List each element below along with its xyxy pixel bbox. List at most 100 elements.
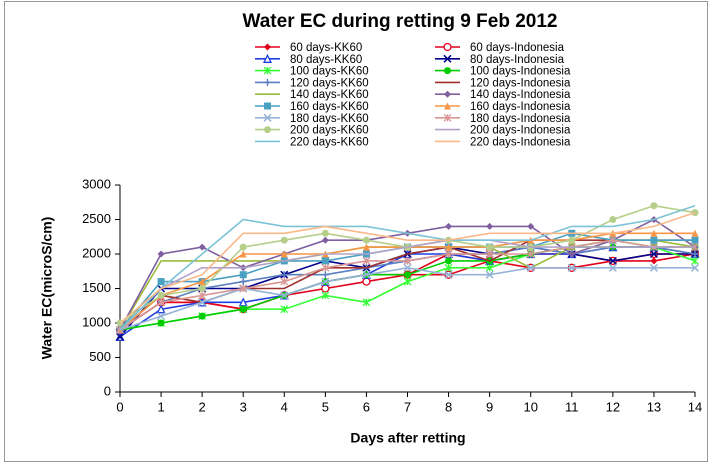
marker: [444, 263, 453, 272]
marker: [485, 263, 494, 272]
marker: [526, 250, 535, 258]
x-tick-label: 13: [647, 399, 661, 414]
chart-title: Water EC during retting 9 Feb 2012: [243, 11, 558, 32]
marker: [568, 250, 576, 258]
marker: [650, 202, 658, 210]
legend-marker: [443, 42, 452, 52]
marker: [403, 263, 412, 272]
marker: [280, 291, 289, 300]
legend-marker: [264, 78, 271, 86]
marker: [198, 278, 206, 286]
marker: [609, 216, 617, 223]
marker: [362, 256, 371, 265]
legend-label: 140 days-KK60: [290, 89, 369, 101]
marker: [691, 250, 699, 258]
x-tick-label: 9: [486, 399, 493, 414]
marker: [362, 243, 370, 251]
x-tick-label: 8: [445, 399, 452, 414]
marker: [608, 236, 617, 245]
marker: [157, 319, 165, 327]
x-tick-label: 0: [116, 399, 123, 414]
marker: [403, 256, 412, 265]
marker: [239, 243, 247, 251]
legend-marker: [444, 67, 451, 75]
x-tick-label: 7: [404, 399, 411, 414]
series-line: [119, 211, 696, 324]
marker: [403, 277, 412, 286]
legend-label: 180 days-KK60: [290, 113, 369, 125]
marker: [156, 304, 166, 314]
marker: [239, 250, 247, 258]
marker: [321, 257, 329, 265]
x-axis-label: Days after retting: [350, 430, 465, 446]
marker: [198, 291, 207, 300]
marker: [321, 263, 330, 272]
marker: [157, 312, 166, 321]
x-tick-label: 2: [199, 399, 206, 414]
x-tick-label: 4: [281, 399, 288, 414]
marker: [691, 256, 699, 265]
y-tick-label: 1500: [82, 280, 111, 295]
marker: [650, 257, 658, 265]
y-tick-label: 2500: [82, 211, 111, 226]
marker: [157, 278, 165, 286]
marker: [157, 298, 166, 307]
marker: [690, 263, 700, 272]
x-tick-label: 5: [322, 399, 329, 414]
marker: [239, 305, 247, 313]
marker: [239, 271, 247, 279]
marker: [486, 222, 494, 230]
marker: [321, 291, 330, 300]
marker: [239, 284, 248, 293]
marker: [362, 298, 371, 307]
marker: [608, 256, 617, 265]
marker: [321, 284, 330, 293]
legend-marker: [443, 54, 452, 63]
legend-label: 200 days-KK60: [290, 125, 369, 137]
legend-label: 80 days-KK60: [290, 54, 362, 66]
x-tick-label: 11: [565, 399, 579, 414]
marker: [404, 271, 411, 279]
legend-label: 100 days-Indonesia: [470, 66, 571, 78]
legend-label: 220 days-KK60: [290, 136, 369, 148]
marker: [485, 250, 494, 258]
marker: [280, 277, 289, 286]
marker: [691, 229, 699, 237]
y-tick-label: 3000: [82, 176, 111, 191]
x-tick-label: 6: [363, 399, 370, 414]
legend-label: 60 days-KK60: [290, 42, 362, 54]
legend-label: 200 days-Indonesia: [470, 125, 571, 137]
legend-marker: [262, 53, 273, 63]
marker: [691, 236, 699, 244]
marker: [321, 277, 330, 286]
legend-marker: [443, 113, 452, 122]
marker: [445, 257, 453, 265]
y-tick-label: 500: [89, 349, 111, 364]
series-line: [119, 239, 695, 331]
marker: [649, 249, 658, 259]
marker: [486, 243, 494, 251]
marker: [280, 236, 288, 244]
x-tick-label: 1: [157, 399, 164, 414]
marker: [567, 263, 576, 272]
legend-label: 160 days-Indonesia: [470, 101, 571, 113]
marker: [445, 243, 453, 251]
marker: [568, 236, 576, 244]
marker: [321, 229, 329, 237]
marker: [445, 222, 453, 230]
legend-label: 60 days-Indonesia: [470, 42, 565, 54]
marker: [157, 291, 165, 299]
marker: [444, 250, 453, 258]
marker: [650, 229, 658, 237]
x-tick-label: 10: [523, 399, 537, 414]
marker: [485, 270, 494, 279]
legend-label: 160 days-KK60: [290, 101, 369, 113]
legend-marker: [444, 102, 451, 110]
legend-label: 220 days-Indonesia: [470, 136, 571, 148]
marker: [608, 263, 617, 272]
y-tick-label: 0: [104, 383, 111, 398]
legend-label: 140 days-Indonesia: [470, 89, 571, 101]
marker: [198, 243, 206, 251]
marker: [362, 277, 371, 286]
legend-label: 120 days-Indonesia: [470, 77, 571, 89]
